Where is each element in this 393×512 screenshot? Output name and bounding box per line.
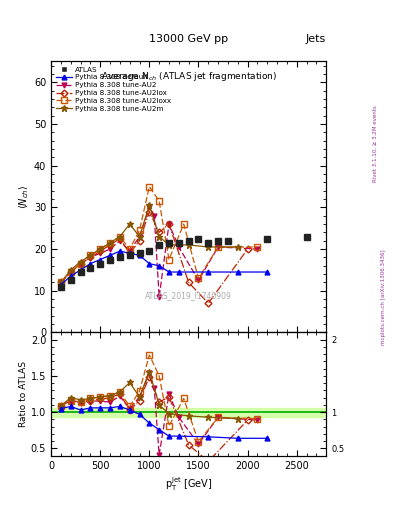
Text: ATLAS_2019_I1740909: ATLAS_2019_I1740909 <box>145 291 232 300</box>
Text: 13000 GeV pp: 13000 GeV pp <box>149 33 228 44</box>
Text: Jets: Jets <box>306 33 326 44</box>
Text: Rivet 3.1.10, ≥ 3.2M events: Rivet 3.1.10, ≥ 3.2M events <box>373 105 378 182</box>
Text: Average N$_{ch}$ (ATLAS jet fragmentation): Average N$_{ch}$ (ATLAS jet fragmentatio… <box>101 70 277 82</box>
Legend: ATLAS, Pythia 8.308 default, Pythia 8.308 tune-AU2, Pythia 8.308 tune-AU2lox, Py: ATLAS, Pythia 8.308 default, Pythia 8.30… <box>55 65 173 113</box>
Bar <box>51 408 326 417</box>
X-axis label: p$_{\mathrm{T}}^{\mathrm{jet}}$ [GeV]: p$_{\mathrm{T}}^{\mathrm{jet}}$ [GeV] <box>165 475 212 493</box>
Y-axis label: Ratio to ATLAS: Ratio to ATLAS <box>19 361 28 427</box>
Y-axis label: $\langle N_{ch} \rangle$: $\langle N_{ch} \rangle$ <box>17 185 31 209</box>
Text: mcplots.cern.ch [arXiv:1306.3436]: mcplots.cern.ch [arXiv:1306.3436] <box>381 249 386 345</box>
